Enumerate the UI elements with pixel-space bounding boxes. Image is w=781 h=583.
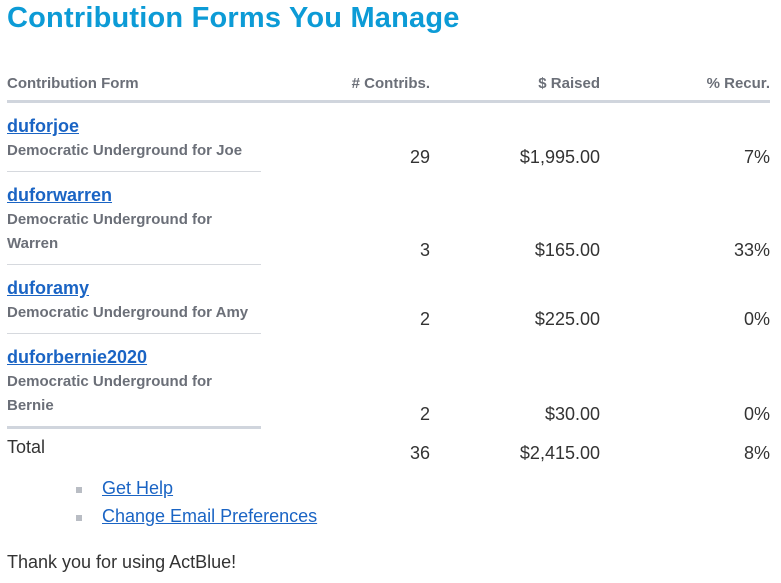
page-title: Contribution Forms You Manage	[7, 2, 460, 34]
contribution-forms-table: Contribution Form # Contribs. $ Raised %…	[7, 72, 770, 471]
get-help-link[interactable]: Get Help	[102, 478, 174, 498]
form-cell: duforwarren Democratic Underground for W…	[7, 172, 261, 265]
contribs-count: 2	[419, 309, 430, 329]
table-row: duforjoe Democratic Underground for Joe …	[7, 103, 770, 172]
form-description: Democratic Underground for Bernie	[7, 373, 213, 414]
header-contribution-form: Contribution Form	[7, 75, 139, 92]
total-contribs: 36	[409, 443, 430, 463]
total-row: Total 36 $2,415.00 8%	[7, 429, 770, 471]
total-recur: 8%	[743, 443, 770, 463]
table-row: duforwarren Democratic Underground for W…	[7, 172, 770, 265]
thank-you-message: Thank you for using ActBlue!	[7, 552, 237, 572]
form-link-duforbernie2020[interactable]: duforbernie2020	[7, 347, 148, 367]
recur-percent: 0%	[743, 404, 770, 424]
form-cell: duforjoe Democratic Underground for Joe	[7, 103, 261, 172]
form-cell: duforbernie2020 Democratic Underground f…	[7, 334, 261, 429]
header-contribs: # Contribs.	[351, 75, 430, 92]
form-cell: duforamy Democratic Underground for Amy	[7, 265, 261, 334]
amount-raised: $1,995.00	[519, 147, 600, 167]
square-bullet-icon	[76, 515, 82, 521]
contribs-count: 29	[409, 147, 430, 167]
total-raised: $2,415.00	[519, 443, 600, 463]
form-link-duforwarren[interactable]: duforwarren	[7, 185, 113, 205]
change-email-preferences-link[interactable]: Change Email Preferences	[102, 506, 318, 526]
amount-raised: $225.00	[534, 309, 600, 329]
form-link-duforjoe[interactable]: duforjoe	[7, 116, 79, 136]
recur-percent: 0%	[743, 309, 770, 329]
form-description: Democratic Underground for Warren	[7, 211, 213, 252]
recur-percent: 33%	[733, 240, 770, 260]
recur-percent: 7%	[743, 147, 770, 167]
amount-raised: $165.00	[534, 240, 600, 260]
table-row: duforamy Democratic Underground for Amy …	[7, 265, 770, 334]
header-raised: $ Raised	[538, 75, 600, 92]
form-description: Democratic Underground for Joe	[7, 142, 243, 159]
amount-raised: $30.00	[544, 404, 600, 424]
form-description: Democratic Underground for Amy	[7, 304, 249, 321]
contribs-count: 3	[419, 240, 430, 260]
total-label: Total	[7, 437, 46, 457]
contribs-count: 2	[419, 404, 430, 424]
header-recur: % Recur.	[706, 75, 770, 92]
square-bullet-icon	[76, 487, 82, 493]
table-row: duforbernie2020 Democratic Underground f…	[7, 334, 770, 429]
table-header: Contribution Form # Contribs. $ Raised %…	[7, 72, 770, 103]
form-link-duforamy[interactable]: duforamy	[7, 278, 90, 298]
